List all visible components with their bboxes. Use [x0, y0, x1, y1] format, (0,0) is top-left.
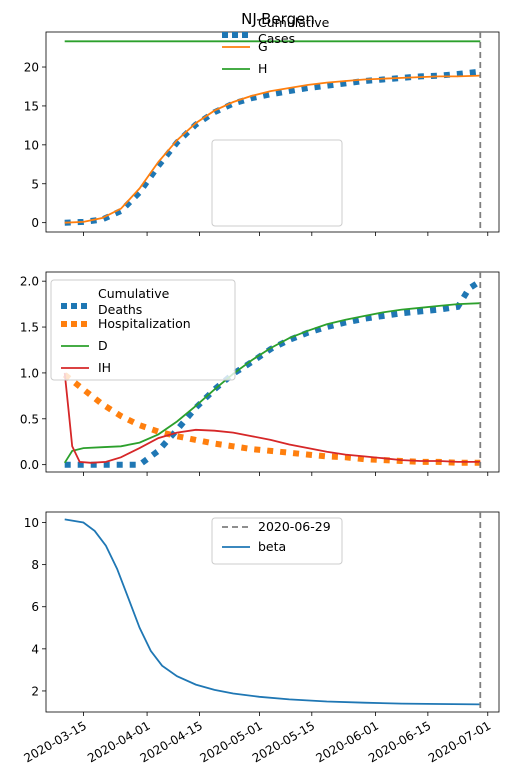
x-tick-label: 2020-07-01 — [426, 718, 493, 765]
y-tick-label: 1.0 — [20, 366, 39, 380]
plot-area — [62, 272, 482, 472]
chart-title: NJ-Bergen — [241, 10, 315, 28]
legend-label: D — [98, 338, 108, 353]
legend-label: IH — [98, 360, 111, 375]
y-tick-label: 8 — [31, 558, 39, 572]
legend-label: 2020-06-29 — [258, 519, 331, 534]
y-tick-label: 1.5 — [20, 321, 39, 335]
y-tick-label: 2 — [31, 684, 39, 698]
y-tick-label: 0.0 — [20, 458, 39, 472]
legend-label: Hospitalization — [98, 316, 191, 331]
legend-box — [50, 279, 236, 381]
y-tick-label: 20 — [24, 61, 39, 75]
legend-label: Deaths — [98, 302, 142, 317]
y-tick-label: 0 — [31, 216, 39, 230]
legend-label: beta — [258, 539, 286, 554]
legend-label: G — [258, 39, 268, 54]
series-ih — [63, 372, 481, 464]
series-g — [64, 74, 481, 224]
y-tick-label: 6 — [31, 600, 39, 614]
legend-label: Cumulative — [98, 286, 170, 301]
panel-3: 2468102020-03-152020-04-012020-04-152020… — [22, 511, 500, 765]
y-tick-label: 5 — [31, 177, 39, 191]
y-tick-label: 15 — [24, 99, 39, 113]
legend-label: Cases — [258, 31, 295, 46]
series-d — [63, 302, 481, 464]
legend-box — [211, 517, 343, 565]
series-beta — [64, 518, 481, 706]
axes-frame — [45, 271, 500, 473]
axes-frame — [45, 511, 500, 713]
y-tick-label: 10 — [24, 516, 39, 530]
legend-label: Cumulative — [258, 15, 330, 30]
series-cumulative-deaths — [64, 278, 482, 468]
series-hospitalization — [62, 372, 481, 466]
y-tick-label: 4 — [31, 642, 39, 656]
y-tick-label: 2.0 — [20, 275, 39, 289]
y-tick-label: 10 — [24, 138, 39, 152]
x-tick-label: 2020-03-15 — [22, 718, 89, 765]
plot-area — [64, 512, 482, 712]
plot-area — [64, 32, 482, 232]
axes-frame — [45, 31, 500, 233]
legend: 2020-06-29 beta — [211, 517, 343, 565]
legend-label: H — [258, 61, 267, 76]
legend-box — [211, 139, 343, 227]
y-tick-label: 0.5 — [20, 412, 39, 426]
panel-2: 0.0 0.5 1.0 1.5 2.0 CumulativeDeathsHospitali… — [20, 271, 500, 476]
